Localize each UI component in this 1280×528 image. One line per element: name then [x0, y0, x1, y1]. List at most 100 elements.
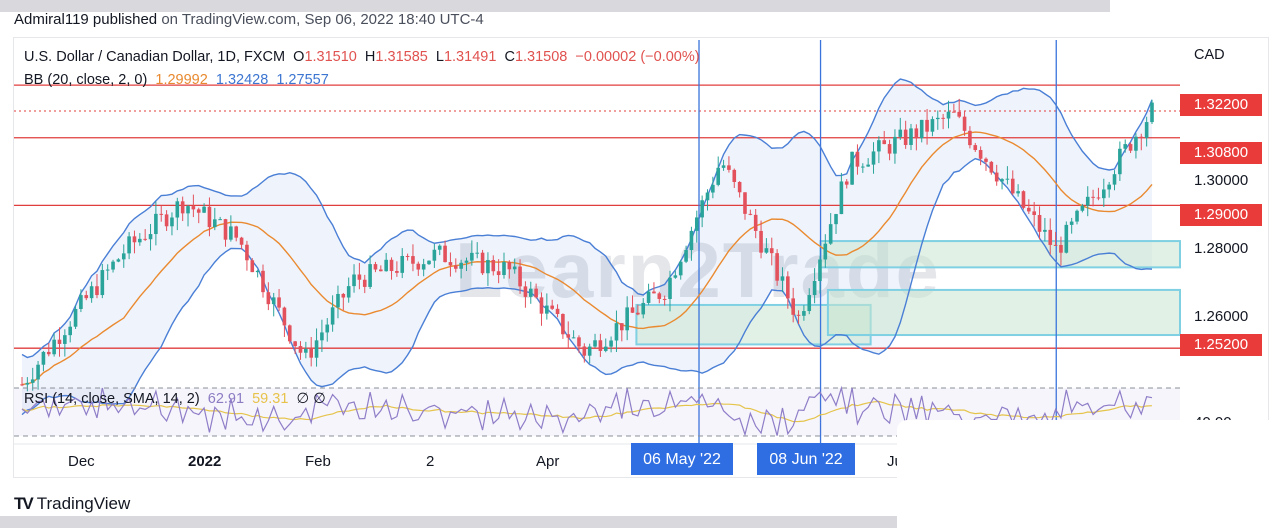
candle-body — [1027, 207, 1031, 212]
price-axis-label: 1.30000 — [1194, 172, 1249, 189]
candle-body — [1102, 189, 1106, 199]
symbol-title[interactable]: U.S. Dollar / Canadian Dollar, 1D, FXCM — [24, 49, 286, 65]
candle-body — [336, 293, 340, 308]
open-label: O — [293, 49, 305, 65]
candle-body — [84, 295, 89, 299]
candle-body — [148, 234, 153, 240]
candle-body — [1080, 205, 1085, 211]
candle-body — [539, 297, 544, 314]
candle-body — [1128, 144, 1133, 151]
candle-body — [555, 308, 560, 314]
candle-body — [427, 260, 431, 265]
bb-basis-value: 1.29992 — [155, 72, 208, 88]
candle-body — [834, 214, 838, 225]
candle-body — [320, 332, 324, 341]
candle-body — [636, 312, 640, 315]
candle-body — [73, 309, 78, 327]
candle-body — [293, 341, 297, 347]
candle-body — [828, 224, 833, 244]
candle-body — [528, 288, 533, 297]
candle-body — [341, 293, 346, 298]
candle-body — [839, 181, 844, 215]
candle-body — [239, 237, 244, 245]
candle-body — [1150, 102, 1154, 123]
date-tag-may-06[interactable]: 06 May '22 — [631, 443, 733, 475]
candle-body — [545, 305, 549, 314]
candle-body — [250, 260, 255, 273]
candle-body — [282, 307, 287, 326]
bb-lower-value: 1.27557 — [276, 72, 329, 88]
price-axis-label: 1.28000 — [1194, 240, 1249, 257]
rsi-value: 62.91 — [207, 391, 245, 407]
candle-body — [437, 245, 442, 250]
candle-body — [962, 116, 967, 131]
candle-body — [223, 219, 228, 240]
open-value: 1.31510 — [304, 49, 357, 65]
rsi-extra-values: ∅ ∅ — [296, 391, 326, 407]
candle-body — [861, 166, 865, 168]
candle-body — [941, 117, 945, 119]
candle-body — [984, 158, 988, 162]
candle-body — [609, 340, 613, 347]
change-value: −0.00002 (−0.00%) — [575, 49, 700, 65]
candle-body — [261, 270, 265, 293]
low-value: 1.31491 — [443, 49, 497, 65]
candle-body — [812, 281, 817, 296]
candle-body — [796, 314, 801, 316]
publisher[interactable]: Admiral119 published — [14, 11, 158, 28]
candle-body — [218, 219, 222, 221]
candle-body — [919, 119, 924, 139]
candle-body — [871, 151, 876, 165]
candle-body — [818, 259, 822, 282]
candle-body — [304, 348, 308, 353]
candle-body — [330, 307, 335, 325]
candle-body — [432, 249, 437, 261]
candle-body — [925, 119, 929, 132]
candle-body — [1043, 229, 1047, 232]
time-axis-label: Apr — [536, 453, 560, 470]
candle-body — [566, 334, 571, 338]
candle-body — [1144, 122, 1149, 138]
candle-body — [116, 259, 121, 262]
candle-body — [662, 298, 667, 300]
candle-body — [973, 145, 978, 151]
candle-body — [373, 264, 378, 270]
candle-body — [593, 340, 597, 347]
candle-body — [127, 236, 131, 254]
candle-body — [277, 297, 281, 308]
bb-label[interactable]: BB (20, close, 2, 0) — [24, 72, 148, 88]
high-value: 1.31585 — [375, 49, 428, 65]
candle-body — [646, 291, 651, 303]
candle-body — [496, 271, 501, 276]
candle-body — [614, 323, 619, 341]
candle-body — [266, 292, 271, 305]
candle-body — [57, 339, 62, 344]
date-tag-jun-08[interactable]: 08 Jun '22 — [757, 443, 855, 475]
publish-header: Admiral119 published on TradingView.com,… — [14, 11, 484, 28]
candle-body — [470, 252, 474, 261]
candle-body — [775, 253, 779, 281]
rsi-label[interactable]: RSI (14, close, SMA, 14, 2) — [24, 391, 200, 407]
currency-label: CAD — [1194, 47, 1225, 63]
top-frame-bar — [0, 0, 1110, 12]
candle-body — [582, 346, 587, 356]
candle-body — [314, 340, 319, 358]
candle-body — [968, 130, 972, 146]
rsi-sma-line — [21, 400, 1153, 423]
bb-lower-line — [21, 157, 1153, 416]
candle-body — [46, 351, 51, 355]
candle-body — [30, 379, 35, 383]
brand-name: TradingView — [36, 494, 131, 513]
candle-body — [191, 206, 196, 210]
candle-body — [523, 286, 528, 297]
candle-body — [180, 201, 185, 214]
candle-body — [421, 264, 426, 270]
time-axis-label: 2022 — [188, 453, 222, 470]
candle-body — [271, 297, 276, 305]
candle-body — [1053, 244, 1058, 246]
candle-body — [154, 213, 158, 235]
tradingview-logo[interactable]: TV TradingView — [14, 494, 130, 514]
candle-body — [882, 140, 887, 145]
candle-body — [844, 181, 849, 185]
